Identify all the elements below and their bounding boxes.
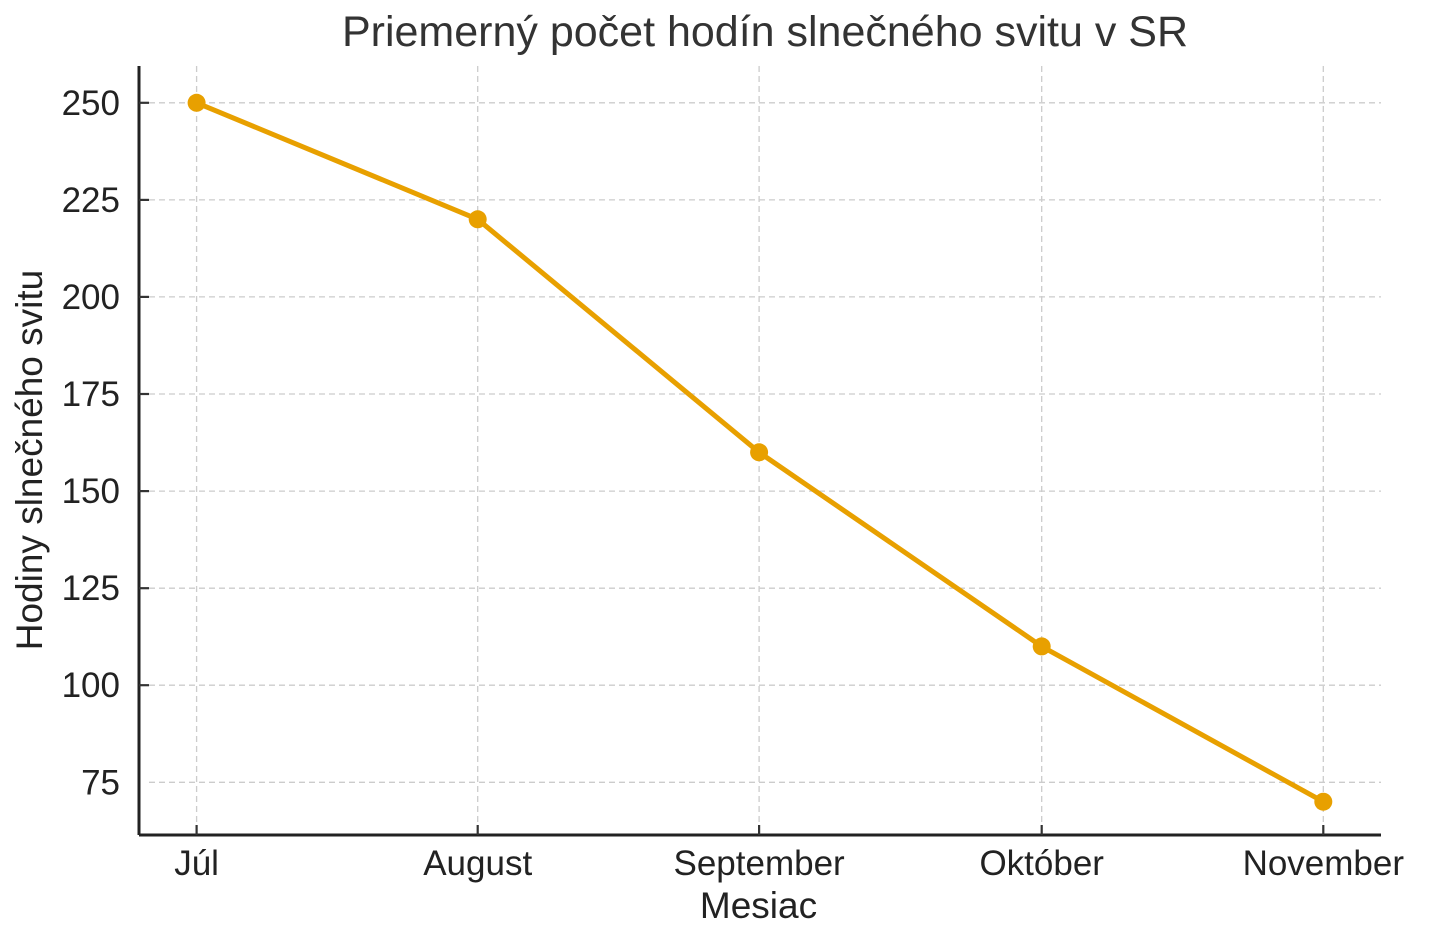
svg-text:Júl: Júl [174,844,219,883]
svg-text:225: 225 [62,181,120,220]
svg-text:150: 150 [62,472,120,511]
svg-text:August: August [423,844,532,883]
svg-text:200: 200 [62,278,120,317]
svg-text:75: 75 [81,763,120,802]
svg-text:Hodiny slnečného svitu: Hodiny slnečného svitu [9,270,50,651]
svg-text:125: 125 [62,569,120,608]
svg-text:September: September [673,844,845,883]
svg-text:Október: Október [979,844,1104,883]
svg-text:100: 100 [62,666,120,705]
svg-text:250: 250 [62,84,120,123]
svg-text:November: November [1243,844,1405,883]
svg-text:175: 175 [62,375,120,414]
svg-text:Mesiac: Mesiac [700,885,817,926]
